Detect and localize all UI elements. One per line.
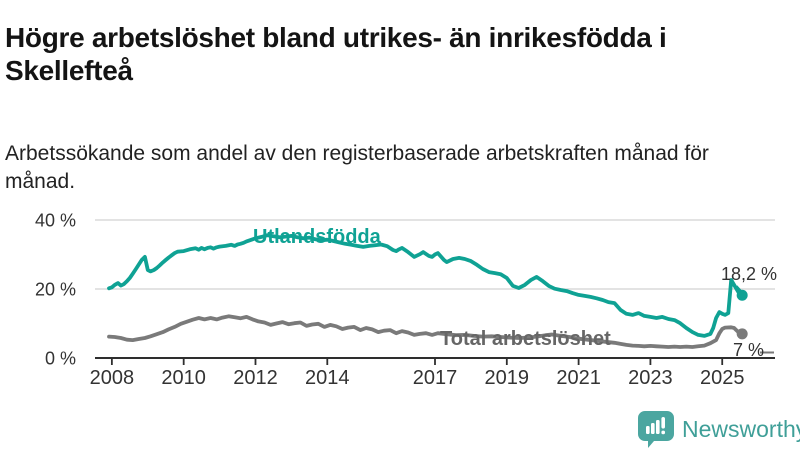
end-value-label-total: 7 % <box>733 340 764 360</box>
newsworthy-logo-icon <box>638 411 674 448</box>
series-label-utlandsfodda: Utlandsfödda <box>253 226 382 248</box>
x-tick-label-2025: 2025 <box>700 367 745 389</box>
end-value-label-utlandsfodda: 18,2 % <box>721 264 777 284</box>
x-tick-label-2019: 2019 <box>485 367 530 389</box>
x-tick-label-2010: 2010 <box>161 367 206 389</box>
x-tick-label-2012: 2012 <box>233 367 278 389</box>
series-line-total <box>107 314 743 349</box>
x-tick-label-2023: 2023 <box>628 367 673 389</box>
page-title: Högre arbetslöshet bland utrikes- än inr… <box>5 21 667 87</box>
series-end-dot-total <box>736 328 748 340</box>
x-tick-label-2008: 2008 <box>90 367 135 389</box>
y-tick-label-0: 0 % <box>45 349 76 369</box>
y-tick-label-20: 20 % <box>35 280 76 300</box>
x-tick-label-2021: 2021 <box>556 367 601 389</box>
x-tick-label-2014: 2014 <box>305 367 350 389</box>
series-line-utlandsfodda <box>107 233 743 338</box>
mini-bars-icon <box>646 417 665 435</box>
y-tick-label-40: 40 % <box>35 211 76 231</box>
newsworthy-brand: Newsworthy <box>638 411 800 448</box>
series-end-dot-utlandsfodda <box>736 289 748 301</box>
end-label-connector-utlandsfodda <box>735 285 743 293</box>
series-label-total: Total arbetslöshet <box>440 328 611 350</box>
brand-name: Newsworthy <box>682 416 800 442</box>
chart-subtitle: Arbetssökande som andel av den registerb… <box>5 142 709 193</box>
x-tick-label-2017: 2017 <box>413 367 458 389</box>
